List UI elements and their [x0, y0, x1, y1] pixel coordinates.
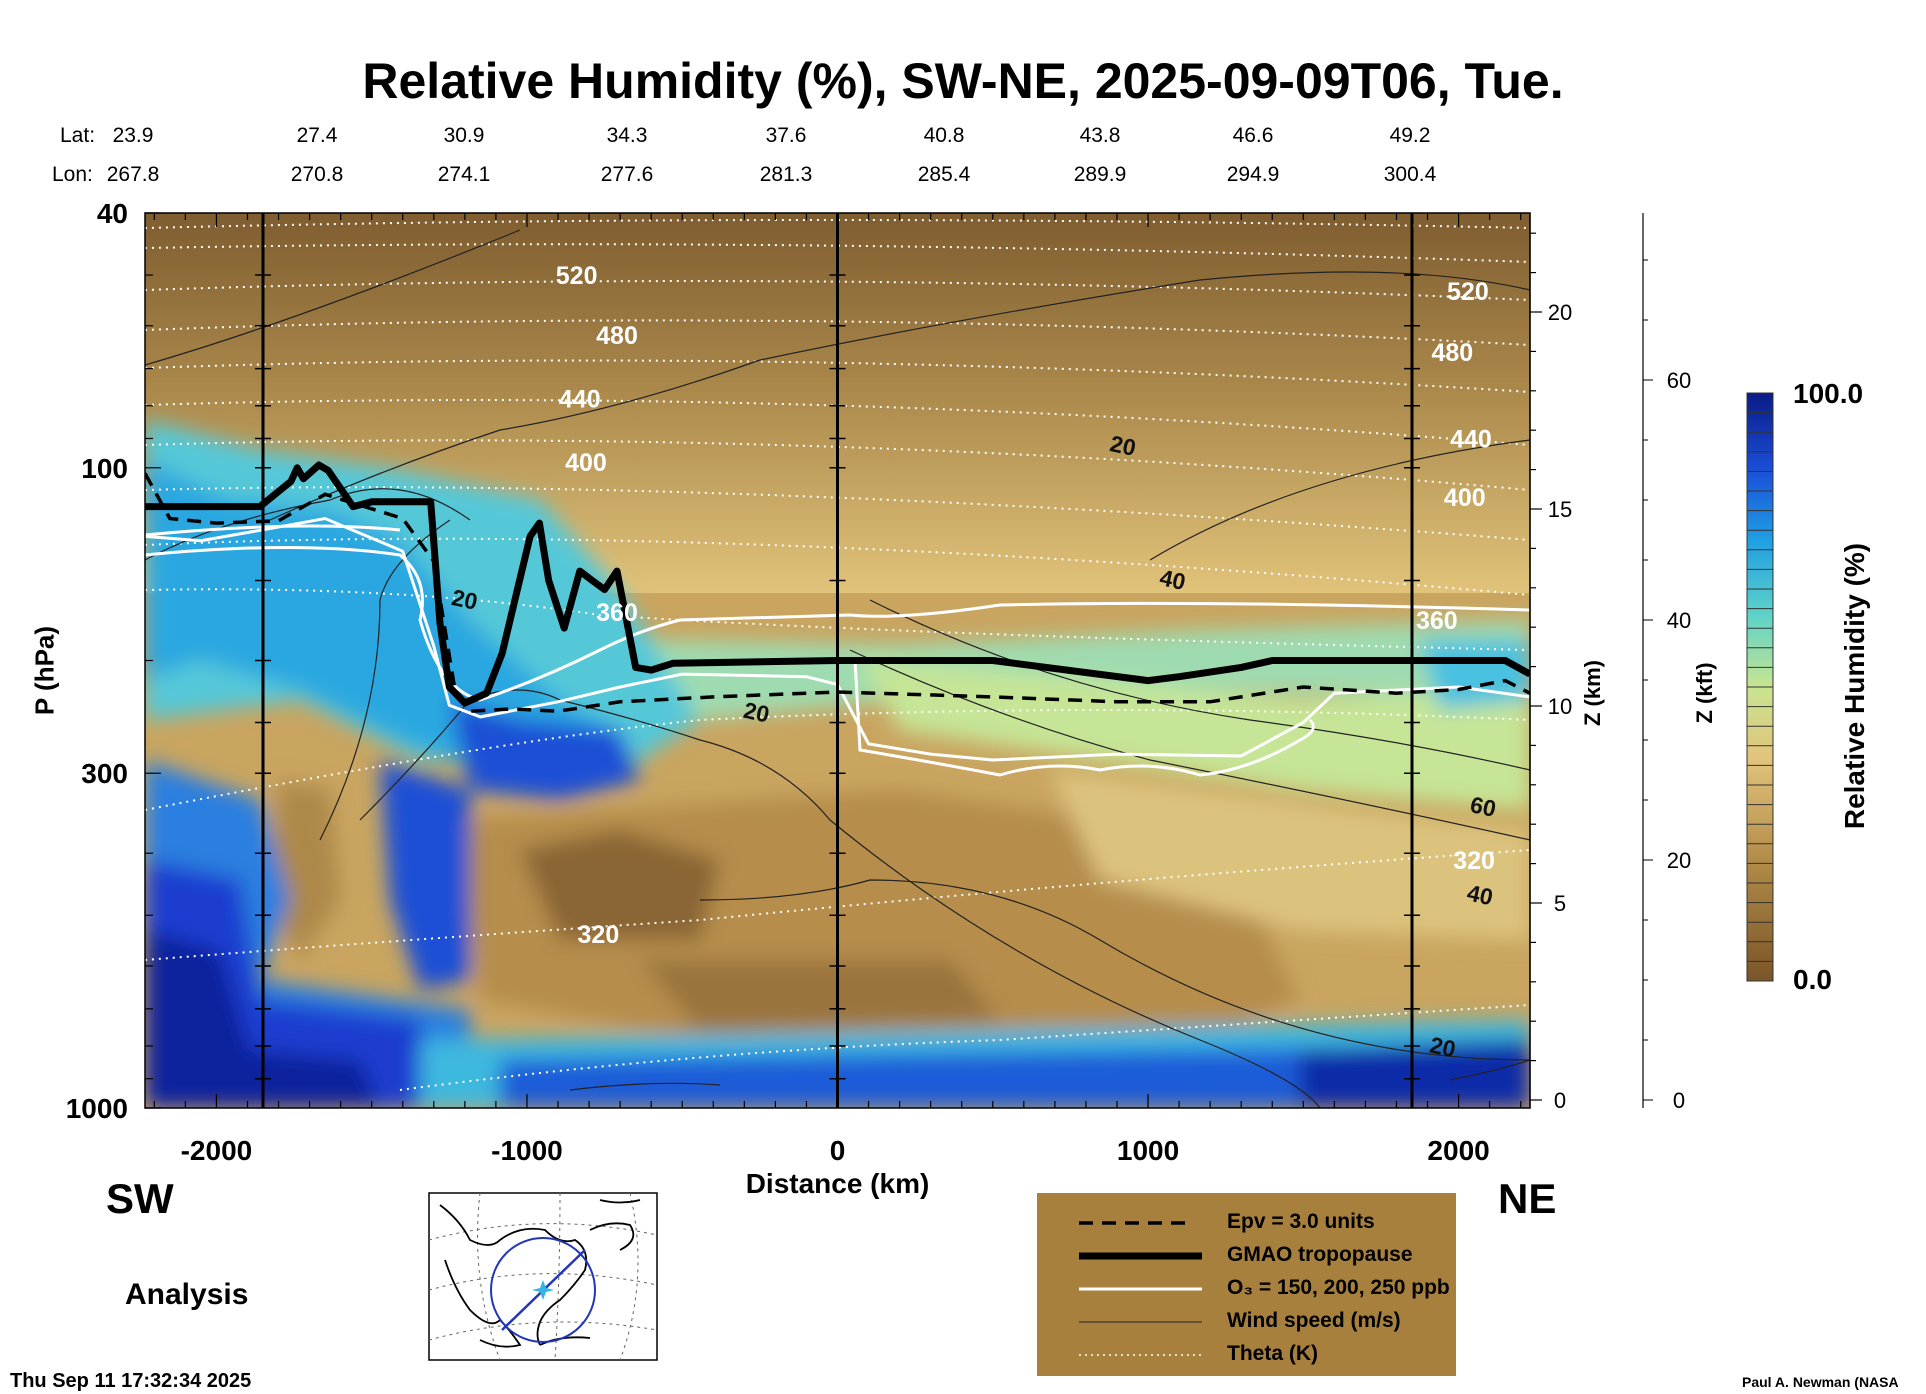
- theta-label: 520: [1447, 278, 1489, 306]
- z-km-tick-label: 15: [1548, 497, 1572, 522]
- y-tick-label: 100: [81, 453, 128, 484]
- theta-label: 480: [596, 322, 638, 350]
- colorbar-ticks: [1747, 392, 1773, 982]
- z-km-tick-label: 10: [1548, 694, 1572, 719]
- timestamp: Thu Sep 11 17:32:34 2025: [10, 1370, 252, 1392]
- theta-label: 320: [1453, 847, 1495, 875]
- z-kft-tick-label: 20: [1667, 848, 1691, 873]
- wind-speed-label: 20: [1108, 430, 1138, 461]
- z-kft-tick-label: 60: [1667, 368, 1691, 393]
- theta-label: 440: [559, 386, 601, 414]
- ozone-contours: [145, 516, 1530, 777]
- lon-value: 289.9: [1073, 163, 1127, 186]
- epv-line: [145, 472, 1530, 713]
- z-km-tick-label: 0: [1554, 1088, 1566, 1113]
- wind-speed-label: 20: [1428, 1032, 1458, 1063]
- wind-speed-label: 20: [741, 697, 771, 728]
- z-km-tick-label: 5: [1554, 891, 1566, 916]
- x-tick-label: -1000: [491, 1135, 563, 1166]
- legend: Epv = 3.0 units GMAO tropopause O₃ = 150…: [1037, 1193, 1456, 1376]
- theta-label: 400: [1444, 484, 1486, 512]
- lat-value: 23.9: [112, 124, 154, 147]
- y-axis-label: P (hPa): [29, 625, 60, 716]
- lon-value: 270.8: [290, 163, 344, 186]
- wind-speed-label: 60: [1468, 791, 1498, 822]
- lon-label: Lon:: [52, 163, 93, 186]
- colorbar-max: 100.0: [1793, 378, 1864, 409]
- lat-value: 34.3: [606, 124, 648, 147]
- lon-value: 294.9: [1226, 163, 1280, 186]
- z-km-tick-label: 20: [1548, 300, 1572, 325]
- theta-label: 400: [565, 449, 607, 477]
- lat-value: 49.2: [1389, 124, 1431, 147]
- lat-value: 37.6: [765, 124, 807, 147]
- wind-speed-label: 20: [449, 584, 479, 615]
- x-tick-label: 2000: [1427, 1135, 1489, 1166]
- x-axis: -2000 -1000 0 1000 2000: [153, 213, 1522, 1166]
- reference-lines: [255, 213, 1420, 1108]
- y-tick-label: 40: [97, 198, 128, 229]
- legend-ozone: O₃ = 150, 200, 250 ppb: [1227, 1276, 1450, 1299]
- theta-label: 360: [596, 599, 638, 627]
- legend-tropopause: GMAO tropopause: [1227, 1243, 1413, 1266]
- legend-theta: Theta (K): [1227, 1342, 1318, 1365]
- z-kft-tick-label: 40: [1667, 608, 1691, 633]
- chart-title: Relative Humidity (%), SW-NE, 2025-09-09…: [362, 53, 1564, 109]
- lat-value: 46.6: [1232, 124, 1274, 147]
- theta-label: 320: [578, 921, 620, 949]
- inset-map: [428, 1192, 658, 1361]
- theta-label: 360: [1416, 607, 1458, 635]
- lon-value: 277.6: [600, 163, 654, 186]
- ne-label: NE: [1498, 1175, 1557, 1222]
- y-tick-label: 1000: [66, 1093, 128, 1124]
- x-axis-label: Distance (km): [745, 1168, 930, 1199]
- lon-value: 285.4: [917, 163, 971, 186]
- lat-value: 27.4: [296, 124, 338, 147]
- z-kft-label: Z (kft): [1692, 662, 1717, 724]
- lat-value: 30.9: [443, 124, 485, 147]
- theta-label: 480: [1432, 339, 1474, 367]
- z-kft-axis: 0 20 40 60: [1642, 213, 1691, 1113]
- theta-lines: [145, 219, 1530, 1091]
- x-tick-label: 1000: [1117, 1135, 1179, 1166]
- z-kft-tick-label: 0: [1673, 1088, 1685, 1113]
- legend-wind: Wind speed (m/s): [1227, 1309, 1401, 1332]
- theta-label: 520: [556, 262, 598, 290]
- legend-epv: Epv = 3.0 units: [1227, 1210, 1375, 1233]
- lat-value: 43.8: [1079, 124, 1121, 147]
- wind-speed-label: 40: [1157, 564, 1187, 595]
- lon-value: 281.3: [759, 163, 813, 186]
- z-km-label: Z (km): [1580, 660, 1605, 726]
- lon-value: 300.4: [1383, 163, 1437, 186]
- tropopause-line: [145, 461, 1530, 707]
- lat-value: 40.8: [923, 124, 965, 147]
- y-axis: 40 100 300 1000: [66, 198, 161, 1124]
- lon-value: 274.1: [437, 163, 491, 186]
- y-tick-label: 300: [81, 758, 128, 789]
- colorbar-min: 0.0: [1793, 964, 1832, 995]
- credit: Paul A. Newman (NASA: [1742, 1374, 1899, 1390]
- theta-label: 440: [1450, 425, 1492, 453]
- analysis-label: Analysis: [125, 1278, 249, 1311]
- lat-label: Lat:: [60, 124, 96, 147]
- x-tick-label: 0: [830, 1135, 846, 1166]
- sw-label: SW: [106, 1175, 174, 1222]
- z-km-axis: 0 5 10 15 20: [1529, 213, 1572, 1113]
- legend-swatches: [1079, 1221, 1202, 1356]
- x-tick-label: -2000: [181, 1135, 253, 1166]
- colorbar-label: Relative Humidity (%): [1839, 542, 1870, 830]
- theta-labels: 520 480 440 400 360 320 520 480 440 400 360 320: [556, 262, 1495, 949]
- wind-labels: 20 40 20 20 60 40 20: [449, 430, 1498, 1062]
- wind-speed-label: 40: [1465, 879, 1495, 910]
- lon-value: 267.8: [106, 163, 160, 186]
